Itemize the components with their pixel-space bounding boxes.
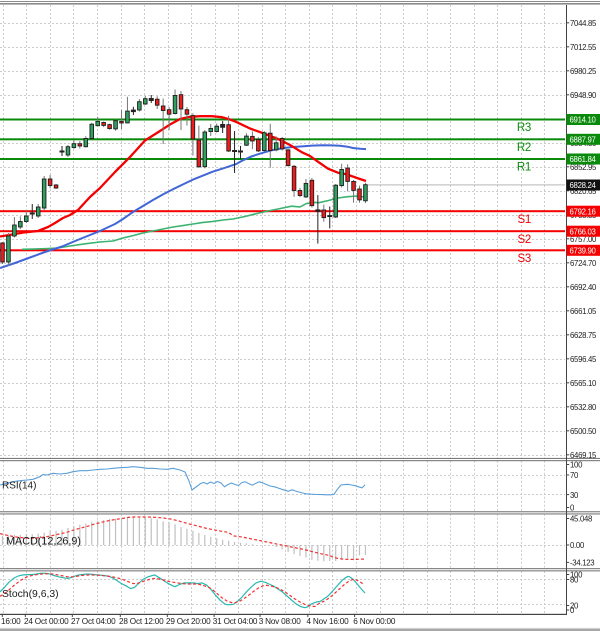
svg-text:Stoch(9,6,3): Stoch(9,6,3) [2,589,59,600]
svg-text:70: 70 [570,471,579,480]
svg-text:RSI(14): RSI(14) [2,480,36,491]
svg-text:3 Nov 08:00: 3 Nov 08:00 [259,617,302,626]
svg-text:6887.97: 6887.97 [570,136,596,145]
svg-text:6 Nov 00:00: 6 Nov 00:00 [353,617,396,626]
svg-text:7044.85: 7044.85 [570,19,597,28]
svg-text:6565.10: 6565.10 [570,379,597,388]
svg-text:6724.70: 6724.70 [570,259,597,268]
svg-text:29 Oct 20:00: 29 Oct 20:00 [166,617,211,626]
svg-text:-34.123: -34.123 [570,559,594,568]
svg-text:4 Nov 16:00: 4 Nov 16:00 [307,617,350,626]
svg-text:31 Oct 04:00: 31 Oct 04:00 [213,617,258,626]
svg-text:30: 30 [570,491,579,500]
svg-text:0: 0 [570,504,575,513]
svg-text:R1: R1 [517,162,531,174]
svg-text:6948.90: 6948.90 [570,91,597,100]
svg-text:6661.05: 6661.05 [570,307,597,316]
svg-text:80: 80 [570,576,579,585]
svg-text:R2: R2 [517,142,531,154]
svg-text:20: 20 [570,602,579,611]
svg-text:S1: S1 [518,214,531,226]
svg-text:6757.00: 6757.00 [570,235,597,244]
svg-text:24 Oct 00:00: 24 Oct 00:00 [24,617,69,626]
svg-text:6766.03: 6766.03 [570,227,596,236]
svg-text:6980.25: 6980.25 [570,67,597,76]
svg-text:7012.55: 7012.55 [570,43,597,52]
svg-text:6628.75: 6628.75 [570,331,597,340]
svg-text:100: 100 [570,461,583,470]
svg-text:6739.90: 6739.90 [570,247,597,256]
svg-text:S2: S2 [518,234,531,246]
svg-text:6861.84: 6861.84 [570,155,597,164]
svg-text:28 Oct 12:00: 28 Oct 12:00 [119,617,164,626]
svg-text:6692.40: 6692.40 [570,283,597,292]
svg-text:0.00: 0.00 [570,541,585,550]
svg-text:S3: S3 [518,253,531,265]
svg-text:6828.24: 6828.24 [570,181,597,190]
svg-text:6532.80: 6532.80 [570,403,597,412]
svg-text:6792.16: 6792.16 [570,207,596,216]
svg-text:MACD(12,26,9): MACD(12,26,9) [6,536,81,548]
svg-text:27 Oct 04:00: 27 Oct 04:00 [71,617,116,626]
svg-text:6820.65: 6820.65 [570,187,597,196]
svg-text:16:00: 16:00 [1,617,21,626]
svg-text:6914.10: 6914.10 [570,116,597,125]
svg-text:6500.50: 6500.50 [570,427,597,436]
svg-text:0: 0 [570,606,575,615]
svg-text:R3: R3 [517,122,531,134]
svg-text:100: 100 [570,571,583,580]
svg-text:6852.95: 6852.95 [570,163,597,172]
svg-text:6596.45: 6596.45 [570,355,597,364]
svg-text:6469.15: 6469.15 [570,451,597,460]
svg-text:45.048: 45.048 [570,515,592,524]
